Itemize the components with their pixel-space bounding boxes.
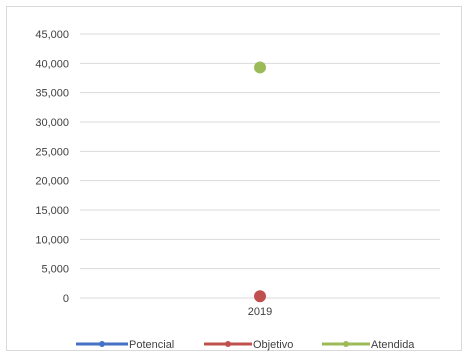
y-tick-label: 10,000 xyxy=(35,234,69,246)
y-tick-label: 40,000 xyxy=(35,58,69,70)
legend-item-atendida: Atendida xyxy=(322,339,415,351)
x-tick-label: 2019 xyxy=(248,306,272,318)
legend-label: Objetivo xyxy=(253,339,293,351)
y-tick-label: 15,000 xyxy=(35,205,69,217)
marker-objetivo xyxy=(254,290,266,303)
x-axis-ticks: 2019 xyxy=(248,306,272,318)
legend-item-potencial: Potencial xyxy=(76,339,174,351)
y-tick-label: 35,000 xyxy=(35,88,69,100)
legend: Potencial Objetivo Atendida xyxy=(76,339,415,351)
legend-item-objetivo: Objetivo xyxy=(204,339,293,351)
grid-lines xyxy=(80,33,440,299)
legend-marker xyxy=(99,341,105,347)
y-tick-label: 0 xyxy=(63,293,69,305)
y-axis-ticks: 0 5,000 10,000 15,000 20,000 25,000 30,000 35,0… xyxy=(35,29,69,305)
legend-marker xyxy=(343,341,349,347)
data-markers xyxy=(254,61,266,303)
y-tick-label: 25,000 xyxy=(35,146,69,158)
legend-marker xyxy=(225,341,231,347)
y-tick-label: 5,000 xyxy=(41,264,69,276)
legend-label: Atendida xyxy=(371,339,415,351)
y-tick-label: 30,000 xyxy=(35,117,69,129)
y-tick-label: 20,000 xyxy=(35,176,69,188)
legend-label: Potencial xyxy=(129,339,174,351)
y-tick-label: 45,000 xyxy=(35,29,69,41)
marker-atendida xyxy=(254,61,266,74)
